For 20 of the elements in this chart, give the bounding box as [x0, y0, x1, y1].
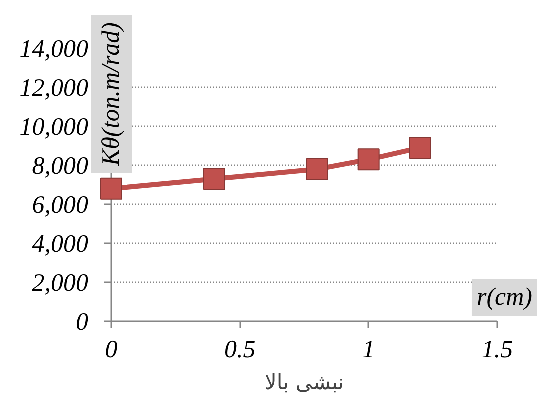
- y-axis-title: Kθ(ton.m/rad): [98, 22, 125, 168]
- y-tick-label: 4,000: [32, 231, 89, 258]
- point: [409, 136, 432, 159]
- y-tick-label: 0: [76, 309, 89, 336]
- point: [100, 178, 122, 200]
- point: [358, 148, 380, 171]
- y-tick-label: 8,000: [32, 153, 89, 180]
- x-tick-label: 0.5: [224, 336, 256, 364]
- point: [203, 168, 226, 190]
- y-tick-label: 2,000: [32, 270, 89, 297]
- y-tick-label: 6,000: [32, 192, 89, 219]
- x-tick-label: 0: [105, 336, 118, 364]
- x-tick-label: 1.5: [482, 336, 514, 364]
- point: [306, 158, 328, 180]
- y-tick-label: 14,000: [20, 36, 89, 63]
- y-tick-label: 10,000: [20, 114, 89, 141]
- x-axis-title: r(cm): [476, 284, 532, 311]
- y-tick-label: 12,000: [20, 75, 89, 102]
- text: نبشی بالا: [264, 370, 344, 394]
- x-tick-label: 1: [362, 336, 376, 364]
